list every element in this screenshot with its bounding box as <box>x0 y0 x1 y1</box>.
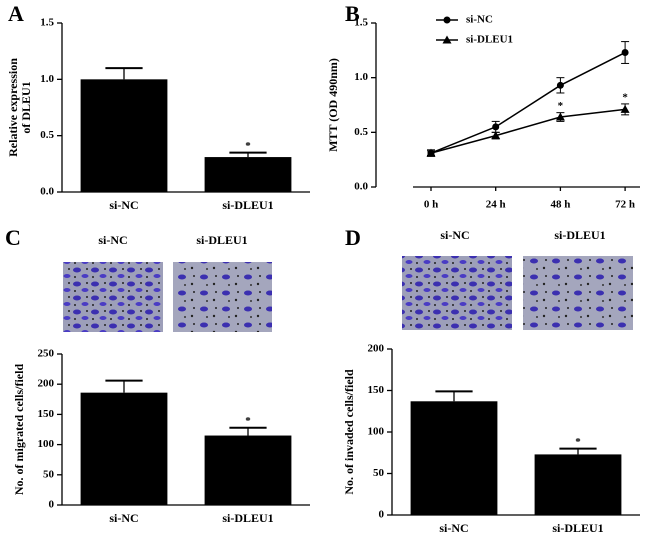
y-tick-label: 150 <box>38 408 55 420</box>
y-tick-label: 100 <box>368 426 385 438</box>
legend-marker <box>442 35 452 44</box>
image-label: si-DLEU1 <box>196 233 247 247</box>
y-axis-label: No. of migrated cells/field <box>12 364 26 496</box>
significance: * <box>245 140 251 152</box>
marker <box>556 81 564 89</box>
bar <box>80 79 168 192</box>
y-tick-label: 1.5 <box>40 17 54 29</box>
panel-letter: C <box>5 225 21 250</box>
y-axis-label: MTT (OD 490nm) <box>326 58 340 152</box>
x-tick-label: 72 h <box>615 199 635 211</box>
y-tick-label: 50 <box>43 468 55 480</box>
image-label: si-DLEU1 <box>554 228 605 242</box>
x-tick-label: 48 h <box>550 199 570 211</box>
y-tick-label: 0.5 <box>354 126 368 138</box>
y-tick-label: 250 <box>38 348 55 360</box>
image-label: si-NC <box>98 233 127 247</box>
y-tick-label: 0 <box>49 499 55 511</box>
significance: * <box>245 415 251 427</box>
x-tick-label: si-NC <box>109 511 138 525</box>
x-tick-label: si-NC <box>439 521 468 534</box>
y-tick-label: 200 <box>368 343 385 355</box>
x-tick-label: si-DLEU1 <box>222 198 273 212</box>
y-tick-label: 0.5 <box>40 129 54 141</box>
significance: * <box>622 91 628 103</box>
x-tick-label: 0 h <box>424 199 438 211</box>
micrograph <box>173 262 272 332</box>
significance: * <box>575 436 581 448</box>
y-tick-label: 1.0 <box>40 73 54 85</box>
y-tick-label: 1.0 <box>354 71 368 83</box>
y-tick-label: 50 <box>373 467 385 479</box>
micrograph <box>63 262 163 332</box>
y-axis-label: No. of invaded cells/field <box>342 369 356 495</box>
legend-label: si-NC <box>466 14 493 26</box>
bar <box>204 435 292 505</box>
marker <box>492 123 500 131</box>
x-tick-label: 24 h <box>486 199 506 211</box>
y-tick-label: 1.5 <box>354 17 368 29</box>
marker <box>555 112 565 121</box>
significance: * <box>558 100 564 112</box>
x-tick-label: si-NC <box>109 198 138 212</box>
y-tick-label: 0.0 <box>354 181 368 193</box>
image-label: si-NC <box>440 228 469 242</box>
legend-label: si-DLEU1 <box>466 34 513 46</box>
marker <box>426 148 436 157</box>
marker <box>620 104 630 113</box>
y-tick-label: 100 <box>38 438 55 450</box>
legend-marker <box>443 16 451 24</box>
marker <box>491 131 501 140</box>
y-axis-label: of DLEU1 <box>19 81 33 133</box>
y-tick-label: 0 <box>379 509 385 521</box>
micrograph <box>523 256 633 330</box>
y-tick-label: 0.0 <box>40 186 54 198</box>
line <box>430 51 626 154</box>
y-axis-label: Relative expression <box>6 58 20 157</box>
bar <box>534 454 622 515</box>
x-tick-label: si-DLEU1 <box>552 521 603 534</box>
panel-letter: D <box>345 225 361 250</box>
panel-letter: A <box>8 1 24 26</box>
bar <box>410 401 498 515</box>
panel-letter: B <box>345 1 360 26</box>
x-tick-label: si-DLEU1 <box>222 511 273 525</box>
micrograph <box>402 256 512 330</box>
y-tick-label: 150 <box>368 384 385 396</box>
line <box>430 108 626 154</box>
marker <box>621 49 629 57</box>
y-tick-label: 200 <box>38 378 55 390</box>
bar <box>204 157 292 192</box>
bar <box>80 392 168 505</box>
